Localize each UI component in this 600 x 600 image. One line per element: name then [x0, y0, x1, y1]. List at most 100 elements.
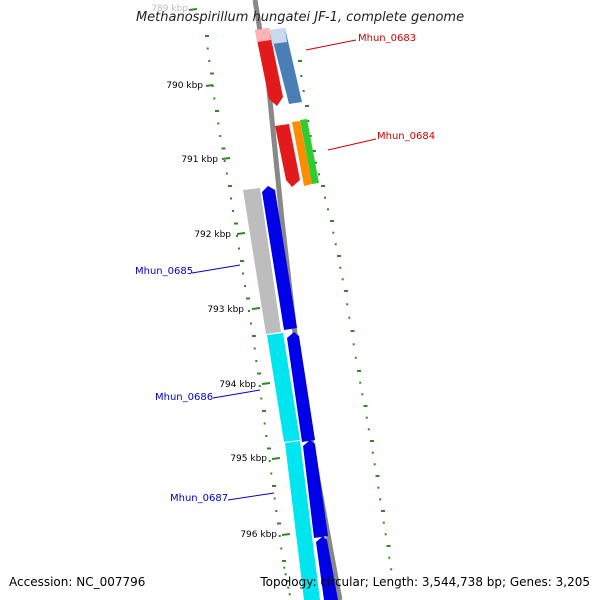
track-dot [267, 447, 271, 450]
track-dot [312, 150, 316, 152]
track-dot [210, 72, 214, 75]
track-dot [365, 416, 368, 419]
track-dot [273, 497, 276, 500]
track-dot [284, 573, 287, 576]
track-dot [388, 556, 391, 559]
gene-feature-red [255, 28, 283, 106]
track-dot [240, 260, 244, 262]
tick-label: 793 kbp [207, 305, 244, 315]
gene-feature-blue-3 [303, 440, 328, 538]
topology-label: Topology: circular; Length: 3,544,738 bp… [260, 575, 590, 589]
track-dot [350, 330, 355, 332]
tick-label: 796 kbp [240, 530, 277, 540]
gene-block-mhun-0686[interactable] [267, 332, 315, 442]
track-dot [221, 147, 226, 150]
track-dot [242, 272, 244, 275]
track-dot [234, 222, 238, 225]
track-dot [253, 347, 256, 350]
tick-label: 789 kbp [151, 4, 188, 14]
connector-mhun-0683 [305, 39, 357, 51]
tick-mark [205, 84, 214, 87]
connector-mhun-0684 [327, 138, 377, 151]
gene-feature-orange [292, 121, 312, 186]
gene-feature-steelblue [270, 28, 302, 104]
gene-label-mhun-0684[interactable]: Mhun_0684 [377, 131, 436, 142]
gene-feature-lightblue [270, 28, 287, 44]
track-dot [262, 410, 266, 412]
track-dot [230, 197, 232, 200]
track-dot [371, 451, 374, 454]
track-dot [307, 120, 310, 122]
track-dot [208, 60, 211, 62]
track-dot [213, 97, 216, 100]
tick-mark [281, 533, 291, 536]
track-dot [238, 247, 240, 250]
track-dot [248, 310, 250, 312]
gene-label-mhun-0686[interactable]: Mhun_0686 [155, 392, 214, 403]
track-dot [373, 463, 376, 466]
track-dot [244, 285, 246, 287]
track-dot [337, 255, 341, 257]
gene-label-mhun-0683[interactable]: Mhun_0683 [358, 33, 417, 44]
tick-label: 794 kbp [219, 380, 256, 390]
track-dot [363, 405, 368, 407]
track-dot [339, 266, 342, 269]
track-dot [250, 322, 252, 325]
track-dot [379, 498, 382, 501]
track-dot [219, 135, 222, 137]
track-dot [375, 475, 380, 477]
track-dot [228, 185, 232, 187]
track-dot [300, 75, 303, 77]
track-dot [334, 243, 337, 246]
track-dot [255, 360, 258, 362]
track-dot [315, 161, 317, 164]
tick-label: 791 kbp [181, 155, 218, 165]
track-dot [252, 335, 256, 337]
track-dot [223, 160, 226, 162]
track-dot [272, 485, 276, 487]
track-dot [265, 435, 268, 437]
track-dot [370, 440, 374, 442]
track-dot [357, 370, 361, 372]
track-dot [236, 235, 238, 237]
track-dot [280, 547, 283, 550]
accession-label: Accession: NC_007796 [9, 575, 146, 589]
track-dot [390, 568, 393, 571]
genome-title: Methanospirillum hungatei JF-1, complete… [135, 10, 465, 25]
gene-block-mhun-0685[interactable] [243, 186, 297, 334]
track-dot [275, 510, 278, 512]
track-dot [302, 90, 305, 92]
track-dot [217, 122, 220, 125]
track-dot [278, 535, 281, 537]
gene-label-mhun-0687[interactable]: Mhun_0687 [170, 493, 229, 504]
track-dot [286, 580, 290, 582]
tick-label: 792 kbp [194, 230, 231, 240]
track-dot [354, 356, 357, 359]
track-dot [352, 343, 355, 346]
track-dot [298, 60, 302, 62]
track-dot [348, 316, 351, 319]
gene-feature-red-2 [275, 124, 300, 187]
track-dot [330, 220, 334, 222]
track-dot [381, 510, 385, 512]
track-dot [377, 486, 380, 489]
gene-block-mhun-0687[interactable] [285, 440, 338, 600]
gene-feature-cyan [267, 333, 300, 442]
track-dot [215, 110, 219, 112]
gene-block-mhun-0683[interactable] [255, 28, 302, 106]
tick-mark [221, 157, 231, 160]
track-dot [341, 278, 344, 281]
track-dot [260, 397, 263, 400]
connector-mhun-0685 [191, 264, 241, 274]
tick-mark [251, 307, 261, 310]
gene-label-mhun-0685[interactable]: Mhun_0685 [135, 266, 194, 277]
track-dot [359, 381, 362, 384]
tick-label: 795 kbp [230, 454, 267, 464]
connector-mhun-0687 [227, 492, 275, 501]
track-dot [263, 422, 266, 425]
gene-feature-blue [262, 186, 297, 330]
track-dot [206, 47, 209, 50]
tick-mark [271, 457, 281, 460]
gene-block-mhun-0684[interactable] [275, 119, 319, 187]
